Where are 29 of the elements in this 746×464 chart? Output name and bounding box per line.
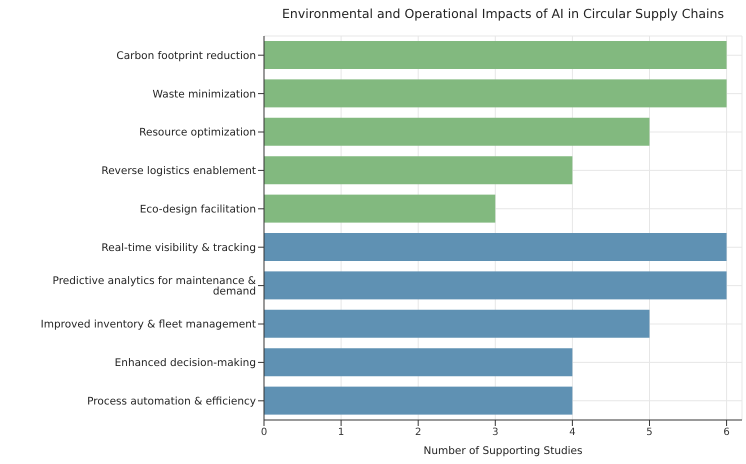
bar — [264, 348, 572, 376]
y-tick-label: Improved inventory & fleet management — [40, 318, 256, 331]
y-tick-label: Waste minimization — [152, 88, 256, 100]
bar — [264, 79, 727, 108]
bar — [264, 41, 727, 69]
bar — [264, 233, 727, 261]
bar — [264, 310, 650, 338]
y-tick-label: Resource optimization — [139, 126, 256, 139]
y-tick-label: Predictive analytics for maintenance & demand — [52, 275, 256, 298]
x-tick-label: 0 — [260, 427, 268, 438]
bar — [264, 118, 650, 146]
y-tick-label: Enhanced decision-making — [114, 357, 256, 370]
y-tick-label: Real-time visibility & tracking — [101, 242, 256, 254]
y-tick-label: Reverse logistics enablement — [101, 165, 256, 178]
bar — [264, 194, 496, 223]
y-tick-label: Carbon footprint reduction — [116, 50, 256, 62]
bar — [264, 156, 572, 184]
x-tick-label: 6 — [723, 427, 730, 438]
y-tick-label: Eco-design facilitation — [140, 204, 256, 216]
bar — [264, 386, 572, 415]
x-tick-label: 1 — [338, 427, 344, 438]
bar — [264, 271, 727, 300]
x-tick-label: 3 — [492, 427, 498, 438]
x-tick-label: 5 — [646, 427, 653, 438]
x-axis-title: Number of Supporting Studies — [423, 445, 583, 457]
y-tick-label: Process automation & efficiency — [87, 396, 256, 408]
x-tick-label: 4 — [569, 427, 576, 438]
chart-title: Environmental and Operational Impacts of AI in Circular Supply Chains — [281, 6, 725, 21]
x-tick-label: 2 — [415, 427, 422, 438]
